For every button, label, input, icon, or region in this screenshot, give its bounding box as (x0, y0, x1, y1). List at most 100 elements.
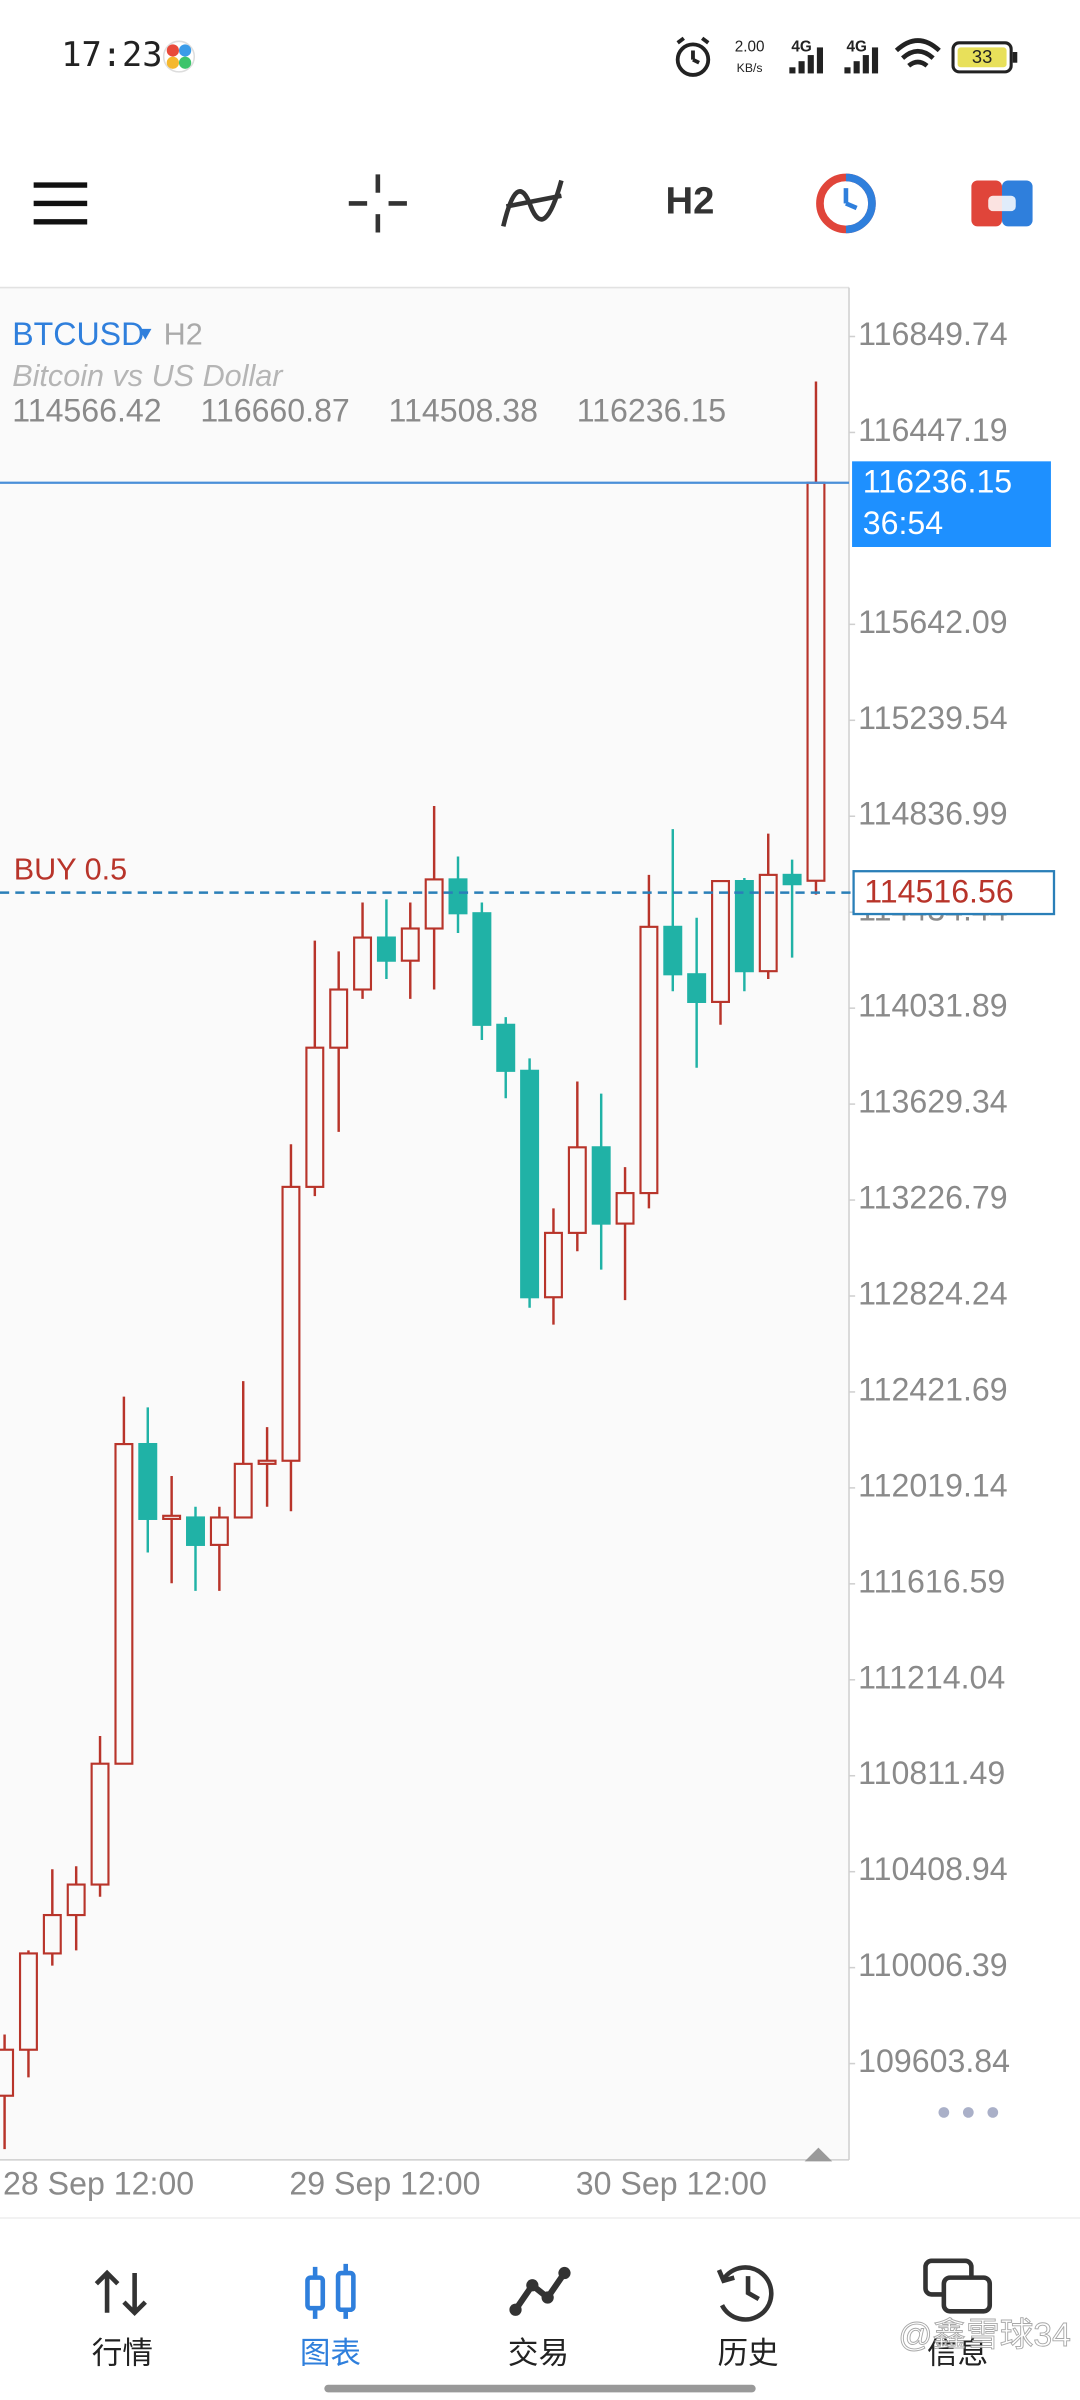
nav-label[interactable]: 信息 (927, 2337, 988, 2371)
candle-body (734, 880, 754, 973)
nav-icon[interactable] (923, 2258, 993, 2314)
y-tick-label: 112019.14 (858, 1467, 1007, 1503)
y-tick-label: 114031.89 (858, 988, 1007, 1024)
home-indicator[interactable] (324, 2384, 756, 2393)
nav-icon[interactable] (94, 2269, 147, 2317)
candle-body (42, 1913, 62, 1955)
symbol-description: Bitcoin vs US Dollar (12, 359, 284, 393)
wifi-icon (894, 38, 941, 68)
y-tick-label: 111214.04 (858, 1659, 1005, 1695)
y-tick-label: 110006.39 (858, 1947, 1007, 1983)
clock-button[interactable] (816, 173, 876, 234)
candle-body (543, 1231, 563, 1299)
alarm-icon (675, 36, 711, 77)
candle-body (138, 1442, 158, 1520)
candle-body (162, 1514, 182, 1520)
candle-body (400, 927, 420, 962)
price-countdown: 36:54 (863, 505, 943, 541)
battery-tip (1012, 52, 1018, 63)
y-tick-label: 116849.74 (858, 316, 1007, 352)
timeframe-button[interactable]: H2 (665, 180, 714, 223)
watermark: @鑫雪球34 (898, 2316, 1071, 2354)
nav-label[interactable]: 交易 (508, 2337, 569, 2371)
more-dots[interactable] (938, 2107, 999, 2118)
candle-body (520, 1069, 540, 1299)
buy-badge-value: 114516.56 (864, 874, 1013, 910)
candle-body (281, 1185, 301, 1462)
candle-body (639, 925, 659, 1195)
candle-body (472, 912, 492, 1026)
menu-button[interactable] (33, 182, 88, 225)
ohlc-high: 116660.87 (200, 392, 349, 428)
x-tick-label: 29 Sep 12:00 (289, 2165, 480, 2201)
nav-icon[interactable] (716, 2265, 774, 2322)
y-tick-label: 116447.19 (858, 412, 1007, 448)
y-tick-label: 112421.69 (858, 1371, 1007, 1407)
signal-bars (844, 47, 879, 74)
net-speed: 2.00 (735, 38, 765, 55)
symbol-dropdown[interactable] (139, 328, 152, 340)
candle-body (257, 1459, 277, 1465)
y-tick-label: 110811.49 (858, 1755, 1005, 1791)
nav-label[interactable]: 历史 (717, 2337, 778, 2371)
symbol[interactable]: BTCUSD (12, 316, 144, 352)
candle-body (496, 1023, 516, 1072)
candle-body (90, 1762, 110, 1886)
candle-body (353, 936, 373, 991)
y-tick-label: 115239.54 (858, 700, 1007, 736)
timeframe-label: H2 (164, 318, 203, 352)
candle-body (806, 481, 826, 882)
candles (0, 381, 826, 2150)
indicators-button[interactable] (501, 179, 564, 227)
candle-body (567, 1146, 587, 1234)
signal-label: 4G (846, 38, 866, 55)
candle-body (0, 2048, 15, 2097)
y-tick-label: 111616.59 (858, 1563, 1005, 1599)
candle-body (329, 988, 349, 1049)
candle-body (711, 880, 730, 1003)
candle-body (615, 1192, 635, 1225)
candle-body (114, 1442, 134, 1765)
x-tick-label: 30 Sep 12:00 (576, 2165, 767, 2201)
y-tick-label: 109603.84 (858, 2043, 1010, 2079)
y-tick-label: 113629.34 (858, 1084, 1007, 1120)
candle-body (424, 878, 444, 930)
candle-body (186, 1516, 205, 1546)
crosshair-button[interactable] (348, 174, 407, 233)
battery-icon (951, 41, 1013, 74)
price-badge (852, 461, 1051, 547)
ohlc-open: 114566.42 (12, 392, 161, 428)
overlays: 116236.15 36:54 BUY 0.5 114516.56 (0, 461, 1056, 916)
nav-label[interactable]: 行情 (92, 2337, 153, 2371)
candle-body (687, 973, 707, 1003)
y-tick-label: 110408.94 (858, 1851, 1007, 1887)
signal-bars (789, 47, 824, 74)
nav-icon[interactable] (305, 2263, 356, 2319)
buy-badge (852, 870, 1056, 916)
candle-body (448, 878, 468, 915)
candle-body (782, 873, 802, 886)
candle-body (18, 1952, 38, 2051)
candle-body (591, 1146, 611, 1225)
x-axis: 28 Sep 12:00 29 Sep 12:00 30 Sep 12:00 (3, 2165, 767, 2201)
y-tick-label: 113226.79 (858, 1180, 1007, 1216)
candle-body (209, 1516, 229, 1546)
y-tick-label: 112824.24 (858, 1275, 1007, 1311)
trade-button[interactable] (971, 180, 1033, 227)
candle-body (758, 873, 778, 973)
y-axis: 116849.74 116447.19 115642.09 115239.54 1148… (849, 316, 1010, 2079)
signal-label: 4G (791, 38, 811, 55)
status-time: 17:23 (61, 35, 162, 74)
candle-body (305, 1046, 325, 1188)
battery-level (957, 47, 1007, 68)
battery-text: 33 (972, 46, 992, 67)
nav-label[interactable]: 图表 (300, 2337, 361, 2371)
nav-icon[interactable] (509, 2266, 571, 2316)
scroll-handle[interactable] (804, 2147, 833, 2162)
net-unit: KB/s (737, 61, 763, 75)
plot-area (0, 287, 850, 2160)
y-tick-label: 115642.09 (858, 604, 1007, 640)
buy-line-label: BUY 0.5 (14, 852, 127, 886)
